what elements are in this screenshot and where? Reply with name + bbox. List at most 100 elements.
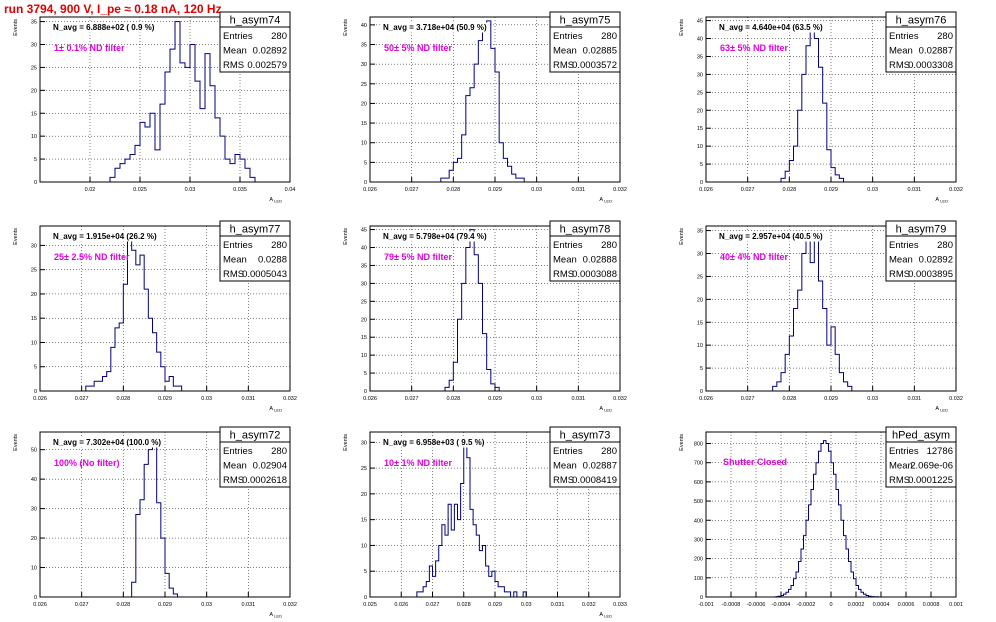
- histogram-series: [772, 234, 856, 392]
- filter-label: 40± 4% ND filter: [720, 252, 788, 262]
- x-tick-label: 0.026: [33, 396, 47, 402]
- y-tick-label: 25: [697, 90, 703, 96]
- x-tick-label: 0.028: [446, 187, 460, 193]
- y-tick-label: 40: [697, 37, 703, 43]
- stats-value: 0.0008419: [572, 475, 617, 486]
- y-tick-label: 10: [31, 134, 37, 140]
- y-axis-label: Events: [343, 228, 349, 245]
- y-tick-label: 30: [31, 43, 37, 49]
- stats-value: 280: [271, 31, 287, 42]
- y-axis-label: Events: [343, 19, 349, 36]
- x-tick-label: 0.031: [907, 187, 921, 193]
- stats-label: RMS: [553, 60, 574, 71]
- y-tick-label: 20: [361, 492, 367, 498]
- stats-value: 0.0005043: [242, 269, 287, 280]
- x-tick-label: 0.031: [241, 602, 255, 608]
- navg-label: N_avg = 2.957e+04 (40.5 %): [719, 232, 823, 241]
- x-tick-label: 0.03: [521, 602, 532, 608]
- stats-label: Entries: [553, 31, 583, 42]
- stats-label: RMS: [889, 269, 910, 280]
- x-tick-label: 0.032: [949, 187, 963, 193]
- stats-label: RMS: [889, 475, 910, 486]
- x-tick-label: -0.0002: [797, 602, 816, 608]
- y-tick-label: 20: [697, 108, 703, 114]
- stats-label: Mean: [223, 461, 247, 472]
- y-tick-label: 35: [31, 20, 37, 26]
- y-tick-label: 25: [697, 274, 703, 280]
- y-axis-label: Events: [13, 19, 19, 36]
- x-tick-label: 0.027: [405, 396, 419, 402]
- x-tick-label: 0.027: [405, 187, 419, 193]
- x-axis-label: A LED: [269, 197, 282, 204]
- stats-label: Entries: [553, 240, 583, 251]
- x-axis-label: A LED: [599, 197, 612, 204]
- filter-label: 10± 1% ND filter: [384, 458, 452, 468]
- x-tick-label: 0.03: [201, 396, 212, 402]
- stats-value: 280: [271, 240, 287, 251]
- y-tick-label: 0: [700, 180, 703, 186]
- y-tick-label: 0: [700, 595, 703, 601]
- stats-label: Entries: [223, 31, 253, 42]
- y-tick-label: 5: [34, 365, 37, 371]
- x-tick-label: 0.028: [782, 396, 796, 402]
- histogram-name: h_asym72: [230, 430, 281, 442]
- stats-value: 0.0001225: [908, 475, 953, 486]
- x-axis-label: A LED: [599, 612, 612, 619]
- y-tick-label: 300: [694, 537, 703, 543]
- y-tick-label: 10: [697, 343, 703, 349]
- x-tick-label: 0.026: [363, 187, 377, 193]
- histogram-series: [780, 23, 848, 183]
- y-tick-label: 500: [694, 499, 703, 505]
- x-tick-label: 0.025: [363, 602, 377, 608]
- x-tick-label: 0.0004: [873, 602, 890, 608]
- stats-box: [885, 220, 957, 282]
- x-tick-label: 0.028: [116, 602, 130, 608]
- y-tick-label: 10: [31, 340, 37, 346]
- navg-label: N_avg = 4.640e+04 (63.5 %): [719, 23, 823, 32]
- stats-label: Entries: [223, 446, 253, 457]
- y-tick-label: 25: [361, 299, 367, 305]
- stats-box: [885, 11, 957, 73]
- stats-value: 280: [601, 31, 617, 42]
- stats-label: Mean: [553, 46, 577, 57]
- x-tick-label: 0.026: [699, 396, 713, 402]
- navg-background: [382, 22, 488, 33]
- histogram-series: [416, 441, 530, 598]
- x-tick-label: 0.03: [531, 396, 542, 402]
- x-tick-label: 0.029: [488, 602, 502, 608]
- y-tick-label: 25: [361, 466, 367, 472]
- x-tick-label: 0.028: [116, 396, 130, 402]
- y-tick-label: 30: [31, 507, 37, 513]
- stats-label: Mean: [889, 255, 913, 266]
- y-tick-label: 0: [700, 389, 703, 395]
- stats-box: [219, 220, 291, 282]
- y-tick-label: 20: [31, 536, 37, 542]
- y-tick-label: 0: [364, 389, 367, 395]
- y-tick-label: 20: [361, 317, 367, 323]
- stats-label: Entries: [553, 446, 583, 457]
- stats-label: RMS: [223, 269, 244, 280]
- histogram-series: [444, 229, 504, 392]
- y-tick-label: 200: [694, 557, 703, 563]
- stats-label: RMS: [553, 475, 574, 486]
- x-tick-label: 0.025: [133, 187, 147, 193]
- x-tick-label: 0.029: [824, 396, 838, 402]
- stats-value: 0.02887: [919, 46, 953, 57]
- y-axis-label: Events: [343, 434, 349, 451]
- x-tick-label: 0.0008: [923, 602, 940, 608]
- x-tick-label: 0.029: [488, 396, 502, 402]
- filter-label: 1± 0.1% ND filter: [54, 43, 125, 53]
- stats-label: Entries: [889, 31, 919, 42]
- y-tick-label: 5: [700, 162, 703, 168]
- stats-box: [549, 11, 621, 73]
- stats-value: 0.02892: [919, 255, 953, 266]
- x-tick-label: 0.027: [426, 602, 440, 608]
- stats-label: Mean: [889, 46, 913, 57]
- stats-value: 0.0003895: [908, 269, 953, 280]
- stats-label: Entries: [889, 240, 919, 251]
- y-tick-label: 35: [697, 54, 703, 60]
- x-tick-label: -0.001: [698, 602, 714, 608]
- x-tick-label: 0.04: [285, 187, 296, 193]
- y-axis-label: Events: [679, 228, 685, 245]
- y-axis-label: Events: [679, 434, 685, 451]
